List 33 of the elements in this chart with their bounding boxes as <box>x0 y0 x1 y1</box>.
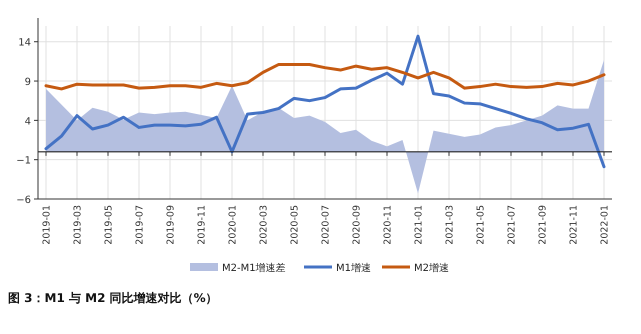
legend-label: M2-M1增速差 <box>222 262 286 274</box>
x-tick-label: 2020-07 <box>320 205 332 245</box>
legend-item: M2增速 <box>382 263 449 274</box>
x-tick-label: 2019-03 <box>72 205 84 245</box>
x-tick-label: 2020-11 <box>382 205 394 245</box>
x-tick-label: 2020-03 <box>258 205 270 245</box>
x-tick-label: 2020-09 <box>352 205 362 245</box>
y-tick-label: 9 <box>24 77 31 88</box>
line-series <box>44 63 606 90</box>
x-tick-label: 2021-11 <box>568 205 580 245</box>
x-tick-label: 2019-07 <box>134 205 146 245</box>
x-tick-label: 2021-09 <box>538 205 548 245</box>
x-tick-label: 2020-05 <box>290 205 300 245</box>
line-series <box>44 34 606 168</box>
x-tick-label: 2021-01 <box>414 205 424 245</box>
x-tick-label: 2021-07 <box>506 205 518 245</box>
text: 图 3：M1 与 M2 同比增速对比（%） <box>8 291 218 305</box>
x-tick-label: 2019-01 <box>42 205 52 245</box>
y-tick-label: −6 <box>16 195 31 206</box>
y-tick-label: 4 <box>24 116 31 128</box>
y-tick-label: −1 <box>16 156 31 167</box>
legend-item: M2-M1增速差 <box>190 263 286 274</box>
x-tick-label: 2019-05 <box>104 205 114 245</box>
legend-label: M1增速 <box>336 262 371 274</box>
x-tick-label: 2022-01 <box>600 205 610 245</box>
y-tick-label: 14 <box>18 38 31 49</box>
x-tick-label: 2019-09 <box>166 205 176 245</box>
x-tick-label: 2019-11 <box>196 205 208 245</box>
x-tick-label: 2021-03 <box>444 205 456 245</box>
legend-label: M2增速 <box>414 262 449 274</box>
x-tick-label: 2021-05 <box>476 205 486 245</box>
legend-item: M1增速 <box>304 263 371 274</box>
x-tick-label: 2020-01 <box>228 205 238 245</box>
